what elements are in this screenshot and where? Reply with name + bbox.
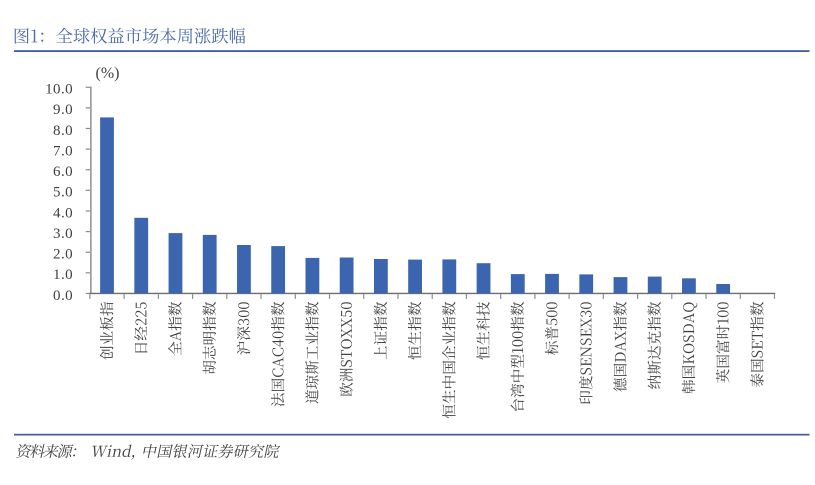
svg-text:4.0: 4.0 [53,205,73,221]
svg-text:10.0: 10.0 [45,82,73,98]
svg-text:9.0: 9.0 [53,102,73,118]
svg-text:5.0: 5.0 [53,185,73,201]
svg-text:8.0: 8.0 [53,123,73,139]
svg-text:1.0: 1.0 [53,267,73,283]
svg-text:0.0: 0.0 [53,288,73,304]
svg-text:(%): (%) [96,65,120,82]
svg-text:7.0: 7.0 [53,143,73,159]
svg-text:3.0: 3.0 [53,226,73,242]
svg-text:6.0: 6.0 [53,164,73,180]
svg-text:2.0: 2.0 [53,247,73,263]
